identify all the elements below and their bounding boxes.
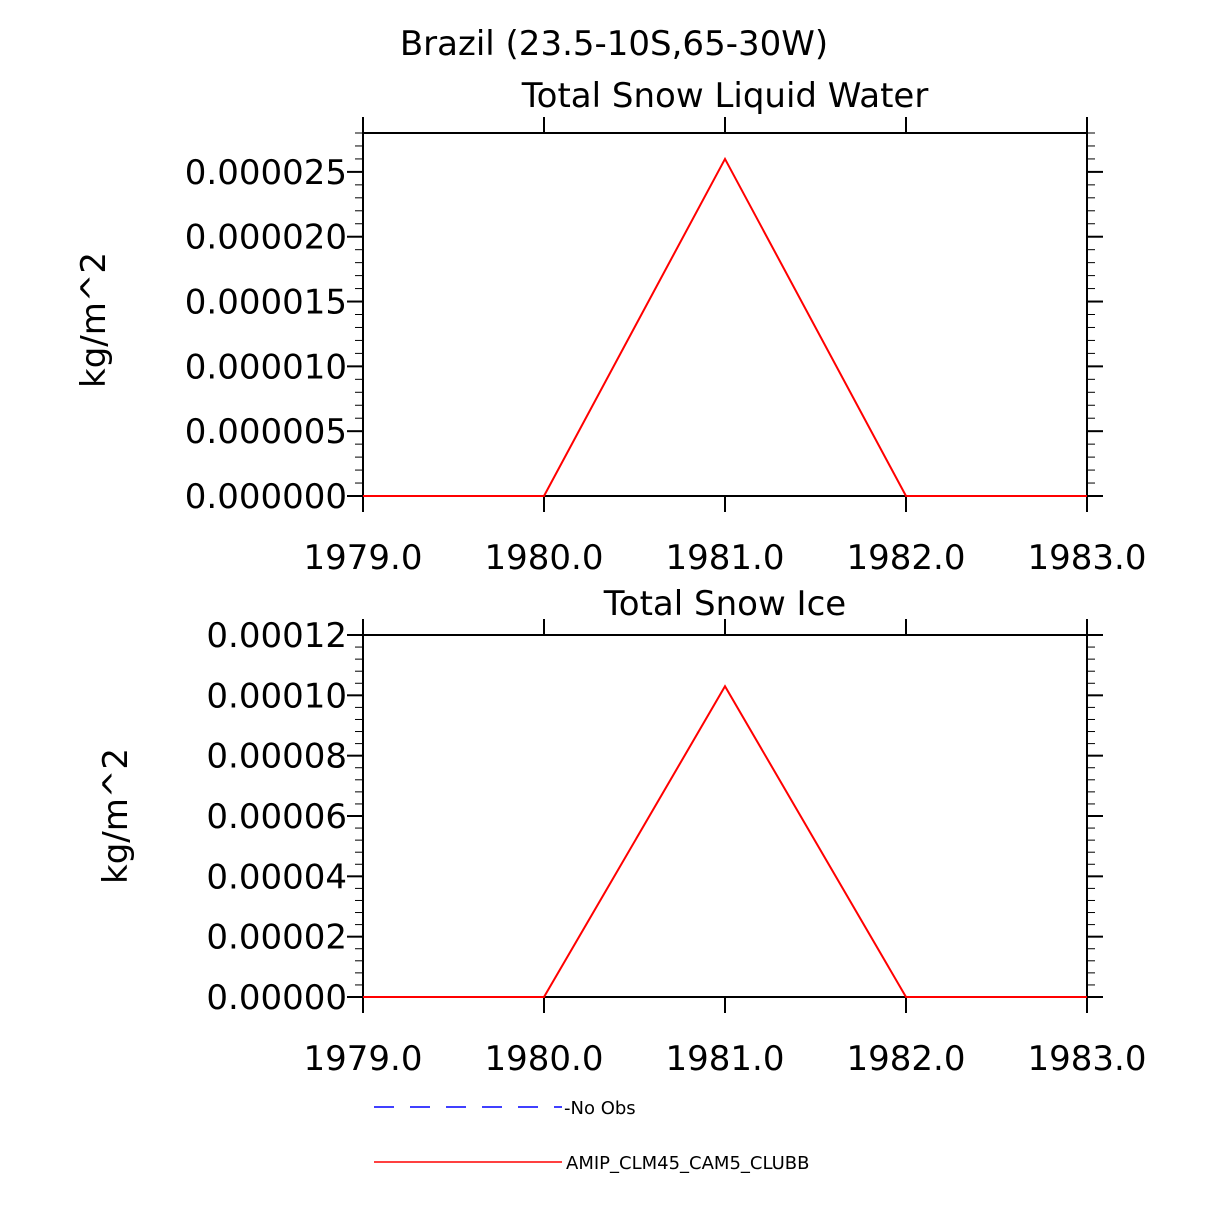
panel-snow-liquid-water: Total Snow Liquid Water kg/m^2 1979.0 1980.… [74, 76, 1146, 578]
y-tick-label: 0.00004 [206, 857, 347, 897]
figure-title: Brazil (23.5-10S,65-30W) [400, 24, 828, 64]
y-tick-label: 0.00000 [206, 978, 347, 1018]
x-tick-label: 1982.0 [847, 538, 966, 578]
y-axis-label: kg/m^2 [74, 252, 114, 388]
y-tick-label: 0.00008 [206, 737, 347, 777]
chart-title: Total Snow Liquid Water [521, 76, 929, 116]
x-tick-label: 1981.0 [666, 1039, 785, 1079]
y-tick-label: 0.00012 [206, 616, 347, 656]
y-tick-label: 0.00010 [206, 676, 347, 716]
x-tick-label: 1980.0 [485, 1039, 604, 1079]
x-tick-label: 1983.0 [1028, 1039, 1147, 1079]
y-tick-label: 0.000015 [185, 283, 347, 323]
y-tick-label: 0.00002 [206, 918, 347, 958]
y-tick-label: 0.00006 [206, 797, 347, 837]
legend-label-no-obs: -No Obs [564, 1098, 636, 1119]
y-axis-label: kg/m^2 [96, 748, 136, 884]
y-tick-label: 0.000010 [185, 347, 347, 387]
x-tick-label: 1981.0 [666, 538, 785, 578]
y-tick-label: 0.000020 [185, 218, 347, 258]
chart-title: Total Snow Ice [603, 584, 846, 624]
plot-frame [362, 132, 1088, 497]
y-tick-label: 0.000000 [185, 477, 347, 517]
legend: -No Obs AMIP_CLM45_CAM5_CLUBB [374, 1098, 809, 1174]
y-tick-label: 0.000005 [185, 412, 347, 452]
panel-snow-ice: Total Snow Ice kg/m^2 1979.0 1980.0 1981.0 19… [96, 584, 1146, 1079]
x-tick-label: 1980.0 [485, 538, 604, 578]
x-tick-label: 1979.0 [304, 1039, 423, 1079]
x-tick-label: 1983.0 [1028, 538, 1147, 578]
y-tick-label: 0.000025 [185, 153, 347, 193]
x-tick-label: 1982.0 [847, 1039, 966, 1079]
x-tick-label: 1979.0 [304, 538, 423, 578]
legend-label-amip: AMIP_CLM45_CAM5_CLUBB [566, 1153, 809, 1174]
series-line-amip [363, 156, 1087, 497]
series-line-amip [363, 684, 1087, 998]
plot-frame [362, 634, 1088, 998]
